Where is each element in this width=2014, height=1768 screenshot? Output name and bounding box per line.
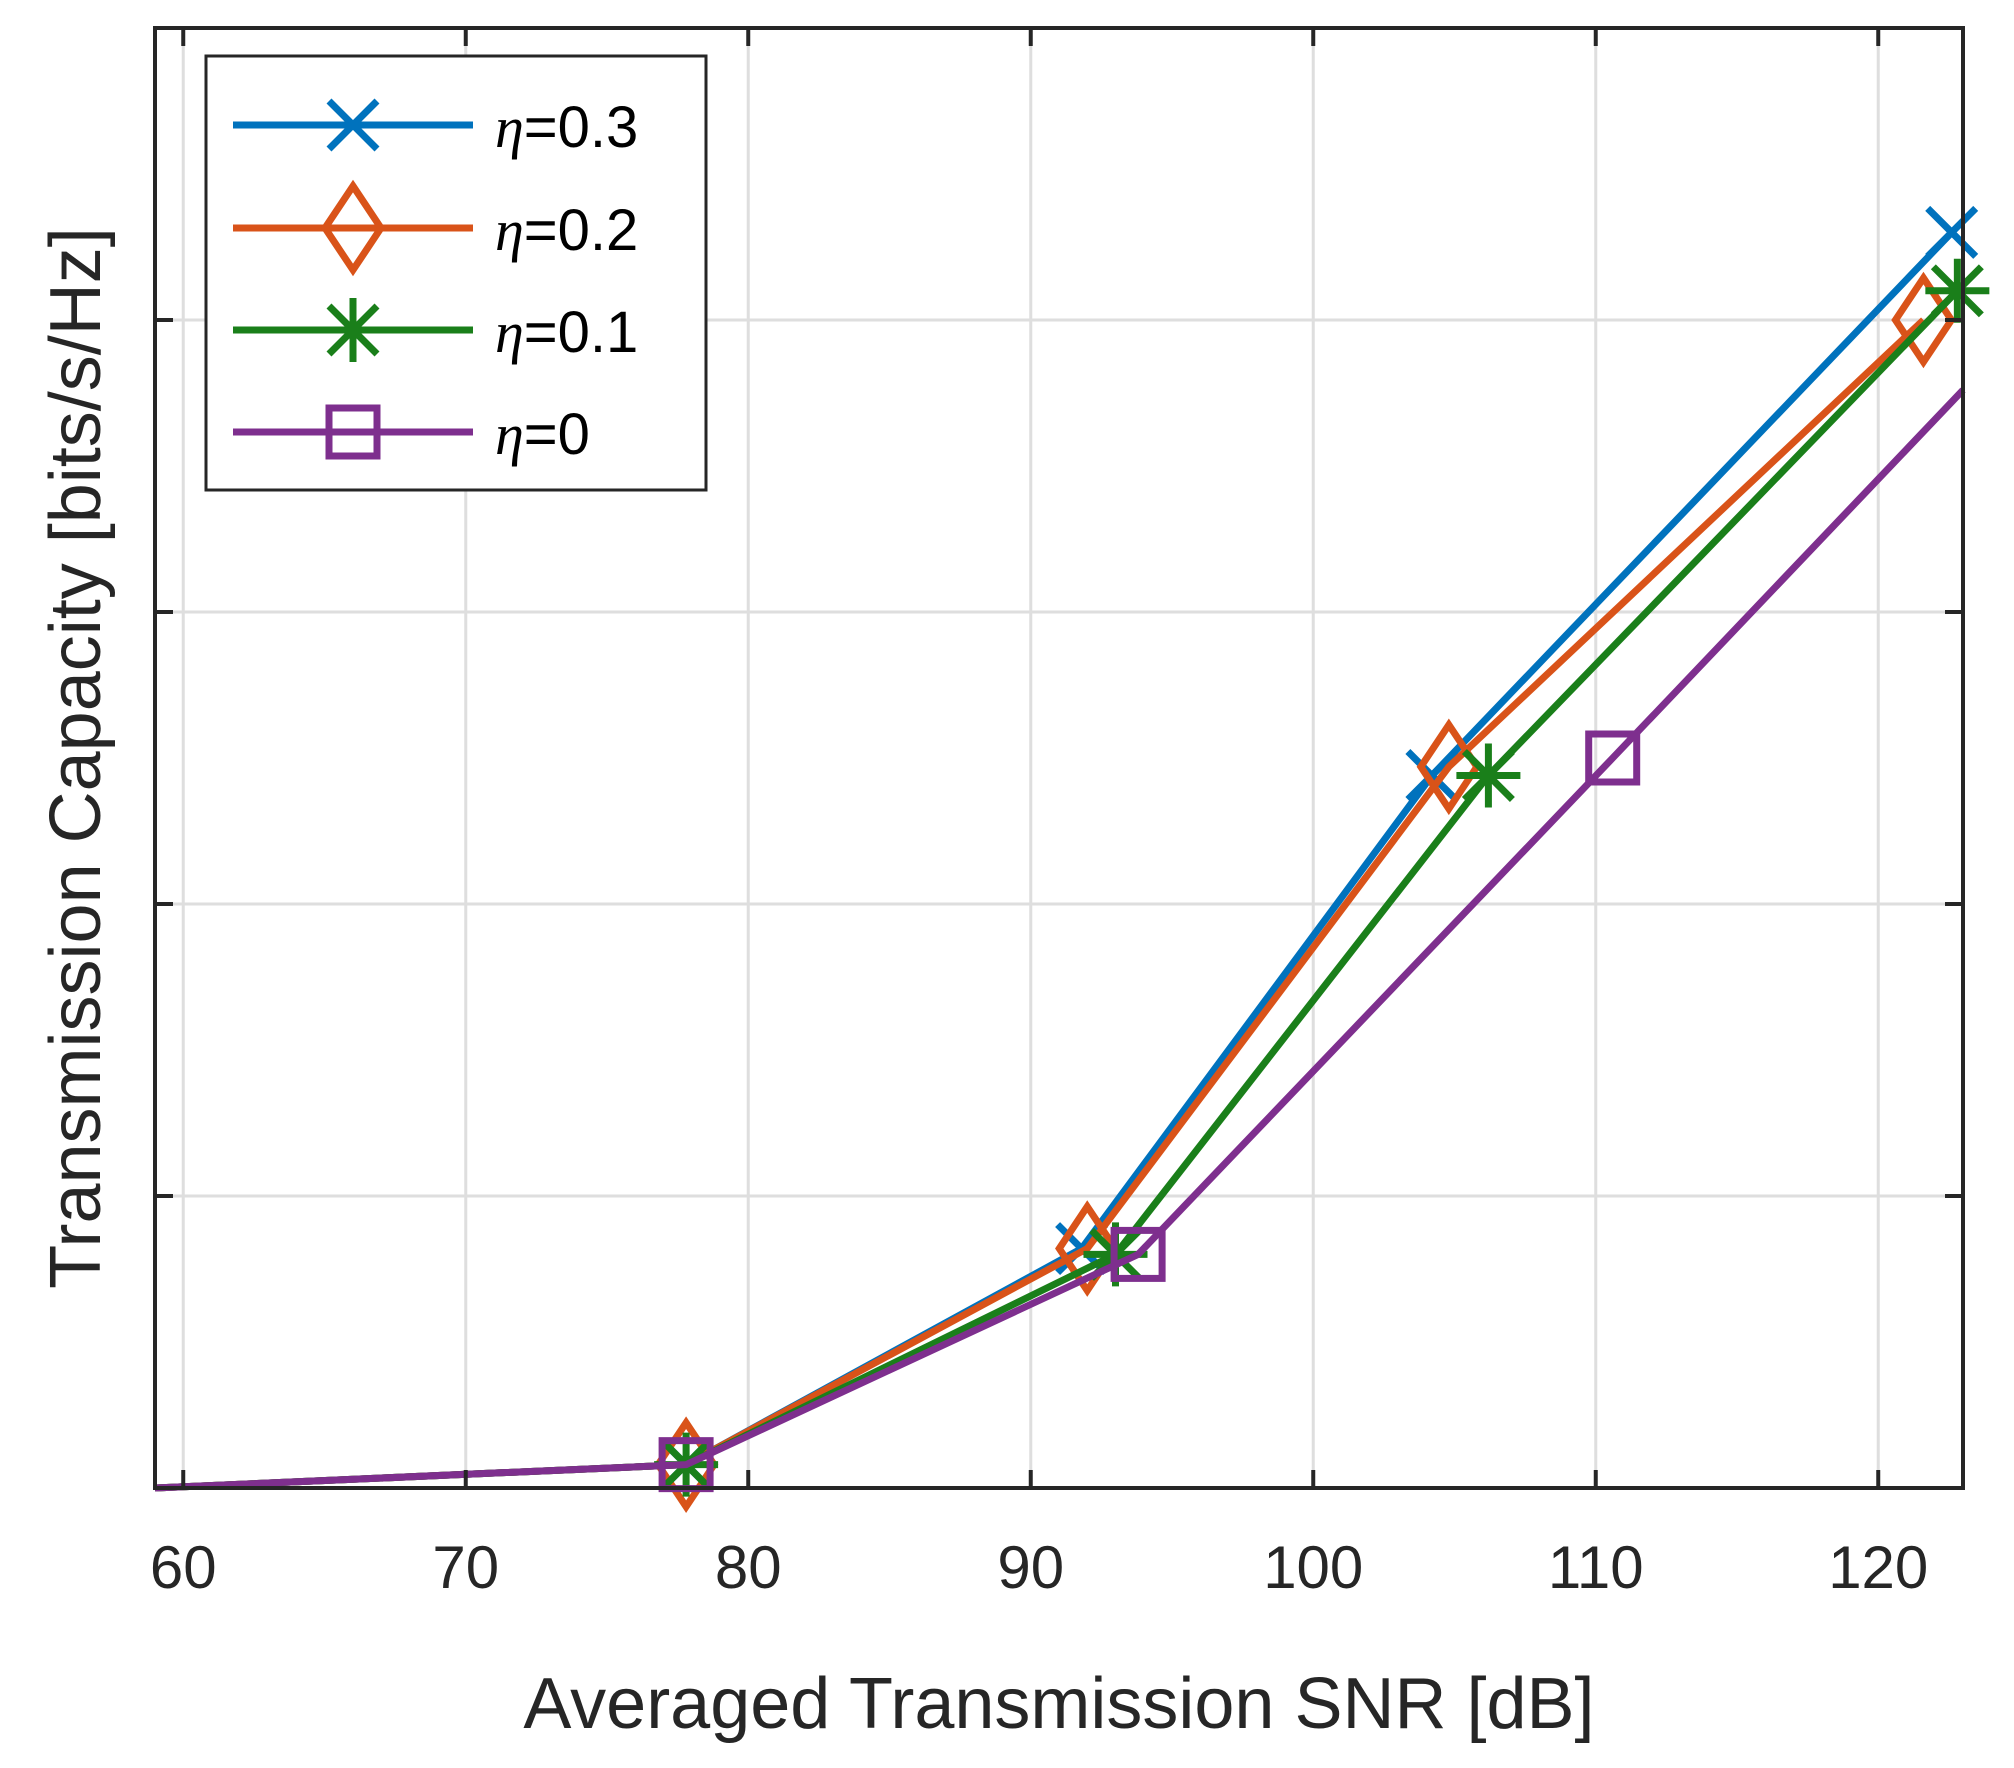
x-tick-label: 60 [150, 1534, 217, 1601]
legend-marker [326, 98, 380, 152]
axes-box [153, 26, 1965, 1490]
x-tick-labels: 60 70 80 90 100 110 120 [150, 1534, 1928, 1601]
legend-marker [325, 404, 381, 460]
x-tick-label: 90 [997, 1534, 1064, 1601]
x-tick-label: 100 [1263, 1534, 1363, 1601]
y-axis-title: Transmission Capacity [bits/s/Hz] [36, 227, 116, 1289]
legend-entry: η=0.3 [233, 95, 638, 160]
legend-value: =0.2 [524, 198, 639, 263]
legend-value: =0.1 [524, 300, 639, 365]
legend-value: =0.3 [524, 95, 639, 160]
data-point-marker [1925, 258, 1990, 323]
grid-lines [155, 28, 1963, 1488]
legend: η=0.3η=0.2η=0.1η=0 [204, 54, 708, 492]
legend-label: η=0.1 [495, 300, 638, 365]
data-point-marker [1110, 1226, 1166, 1282]
data-point-marker [1585, 730, 1641, 786]
x-tick-label: 120 [1828, 1534, 1928, 1601]
data-point-marker [1055, 1200, 1120, 1297]
legend-label: η=0 [495, 402, 590, 467]
legend-marker [321, 298, 385, 362]
axis-ticks [155, 28, 1963, 1488]
x-tick-label: 110 [1548, 1534, 1644, 1601]
data-point-marker [1925, 205, 1979, 259]
legend-label: η=0.2 [495, 198, 638, 263]
legend-entry: η=0 [233, 402, 590, 467]
series-layer [154, 205, 1990, 1513]
legend-marker [320, 179, 386, 277]
data-point-marker [1405, 749, 1459, 802]
data-point-marker [1456, 743, 1521, 808]
x-tick-label: 70 [432, 1534, 499, 1601]
series-line [154, 387, 1966, 1492]
legend-eta-symbol: η [495, 300, 524, 365]
x-axis-title: Averaged Transmission SNR [dB] [523, 1664, 1594, 1744]
legend-entry: η=0.1 [233, 298, 638, 365]
legend-label: η=0.3 [495, 95, 638, 160]
x-tick-label: 80 [715, 1534, 782, 1601]
legend-eta-symbol: η [495, 95, 524, 160]
legend-entry: η=0.2 [233, 179, 638, 277]
legend-eta-symbol: η [495, 402, 524, 467]
legend-eta-symbol: η [495, 198, 524, 263]
legend-value: =0 [524, 402, 590, 467]
